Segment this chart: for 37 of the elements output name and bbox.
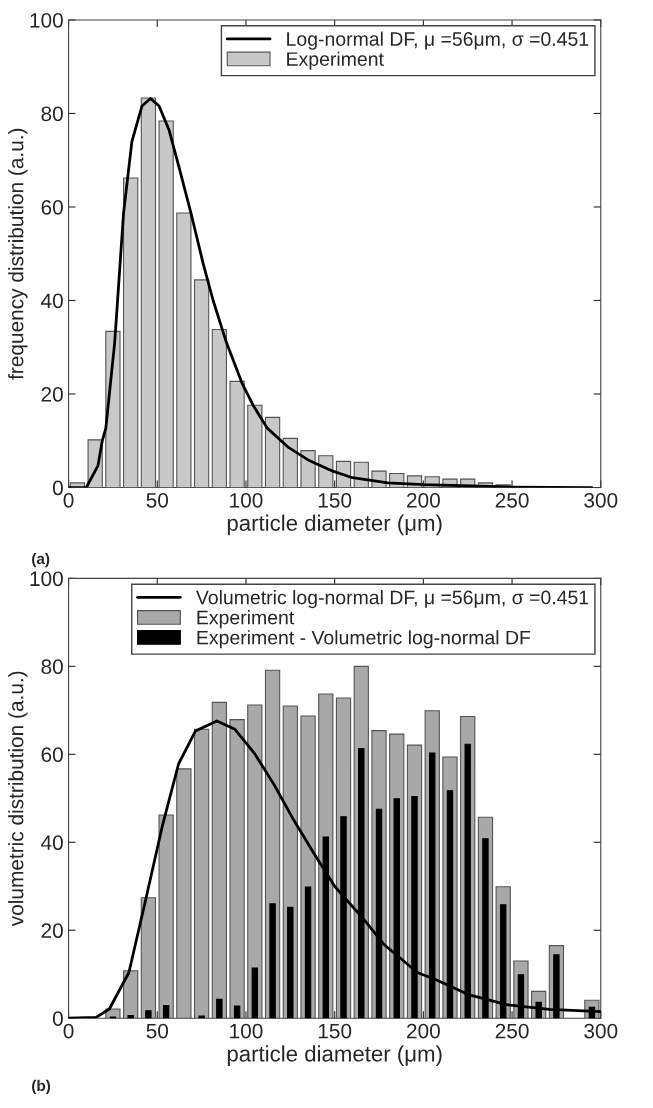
y-tick-label: 20 [41, 387, 63, 402]
x-tick-label: 100 [230, 492, 263, 508]
x-tick-label: 200 [407, 1023, 440, 1039]
legend-label: Volumetric log-normal DF, μ =56μm, σ =0.451 [195, 590, 589, 609]
x-axis-title: particle diameter (μm) [227, 1045, 442, 1067]
x-tick-label: 250 [495, 492, 529, 508]
text: (b) [32, 1079, 51, 1095]
y-tick-label: 80 [41, 659, 63, 675]
x-tick-label: 0 [63, 492, 74, 508]
y-tick-label: 60 [41, 199, 63, 215]
x-tick-label: 50 [146, 1023, 169, 1039]
x-tick-label: 200 [407, 492, 440, 508]
legend-label: Experiment - Volumetric log-normal DF [197, 630, 531, 649]
legend-label: Log-normal DF, μ =56μm, σ =0.451 [287, 31, 589, 50]
x-tick-label: 250 [495, 1023, 529, 1039]
legend-label: Experiment [287, 51, 384, 70]
y-tick-label: 0 [52, 480, 63, 496]
x-axis-title: particle diameter (μm) [227, 514, 442, 536]
y-axis-title: volumetric distribution (a.u.) [8, 671, 28, 927]
y-tick-label: 20 [41, 923, 63, 939]
y-tick-label: 40 [41, 293, 63, 309]
x-tick-label: 0 [63, 1023, 74, 1039]
y-tick-label: 80 [41, 106, 63, 122]
y-axis-title: frequency distribution (a.u.) [8, 128, 28, 380]
x-tick-label: 100 [230, 1023, 263, 1039]
x-tick-label: 50 [146, 492, 169, 508]
text: (a) [32, 552, 50, 568]
legend-label: Experiment [197, 610, 295, 629]
x-tick-label: 150 [318, 1023, 352, 1039]
x-tick-label: 300 [584, 492, 618, 508]
y-tick-label: 40 [41, 835, 63, 851]
y-tick-label: 100 [30, 571, 63, 587]
x-tick-label: 300 [584, 1023, 618, 1039]
y-tick-label: 0 [52, 1011, 63, 1027]
y-tick-label: 60 [41, 747, 63, 763]
x-tick-label: 150 [318, 492, 352, 508]
y-tick-label: 100 [30, 12, 63, 28]
